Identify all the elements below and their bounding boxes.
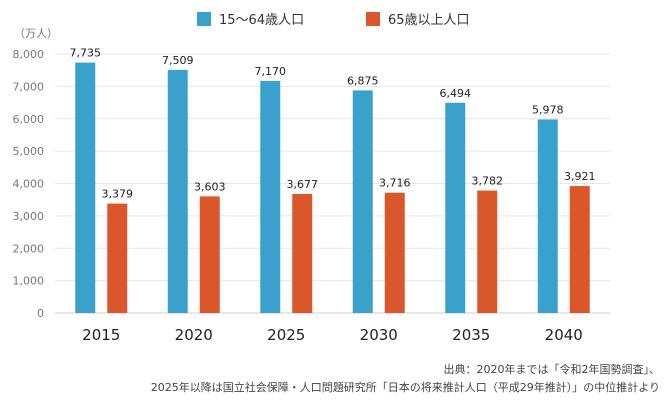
- bar-2040-series-2: [569, 186, 590, 313]
- data-label: 5,978: [532, 103, 564, 116]
- source-note-line-1: 出典：2020年までは「令和2年国勢調査」、: [443, 363, 661, 376]
- bar-2015-series-1: [75, 62, 96, 313]
- data-label: 3,921: [564, 170, 596, 183]
- data-label: 6,875: [347, 74, 379, 87]
- x-tick-label: 2040: [545, 326, 583, 344]
- y-tick-label: 5,000: [13, 145, 45, 158]
- legend-swatch-working-age: [197, 11, 211, 26]
- data-label: 7,735: [70, 47, 102, 60]
- x-tick-label: 2020: [175, 326, 213, 344]
- legend-item-working-age: 15〜64歳人口: [197, 9, 304, 28]
- bar-2030-series-2: [384, 192, 405, 313]
- y-tick-label: 8,000: [13, 48, 45, 61]
- data-label: 3,782: [472, 175, 504, 188]
- y-tick-label: 0: [37, 307, 44, 320]
- x-tick-label: 2015: [82, 326, 120, 344]
- y-tick-label: 1,000: [13, 275, 45, 288]
- legend-label-elderly: 65歳以上人口: [388, 13, 470, 28]
- bar-2035-series-2: [477, 190, 498, 313]
- x-tick-label: 2030: [360, 326, 398, 344]
- data-label: 7,170: [255, 65, 287, 78]
- data-label: 3,677: [287, 178, 319, 191]
- y-tick-label: 7,000: [13, 80, 45, 93]
- legend-swatch-elderly: [366, 11, 380, 26]
- legend: 15〜64歳人口 65歳以上人口: [0, 9, 672, 29]
- bar-2020-series-2: [199, 196, 220, 313]
- bar-2025-series-1: [260, 80, 281, 313]
- data-label: 7,509: [162, 54, 194, 67]
- bar-2030-series-1: [352, 90, 373, 313]
- bar-2020-series-1: [167, 69, 188, 314]
- y-tick-label: 2,000: [13, 242, 45, 255]
- data-label: 6,494: [440, 87, 472, 100]
- source-note-line-2: 2025年以降は国立社会保障・人口問題研究所「日本の将来推計人口（平成29年推計…: [150, 381, 660, 394]
- bar-2015-series-2: [107, 203, 128, 313]
- y-axis-unit-label: （万人）: [14, 27, 58, 40]
- y-tick-label: 6,000: [13, 113, 45, 126]
- legend-item-elderly: 65歳以上人口: [366, 9, 470, 28]
- data-label: 3,379: [102, 188, 134, 201]
- x-tick-label: 2035: [452, 326, 490, 344]
- bar-2040-series-1: [537, 119, 558, 313]
- y-tick-label: 4,000: [13, 178, 45, 191]
- x-tick-label: 2025: [267, 326, 305, 344]
- legend-label-working-age: 15〜64歳人口: [219, 13, 305, 28]
- y-tick-label: 3,000: [13, 210, 45, 223]
- bar-2035-series-1: [445, 102, 466, 314]
- data-label: 3,716: [379, 177, 411, 190]
- bar-2025-series-2: [292, 193, 313, 313]
- data-label: 3,603: [194, 180, 226, 193]
